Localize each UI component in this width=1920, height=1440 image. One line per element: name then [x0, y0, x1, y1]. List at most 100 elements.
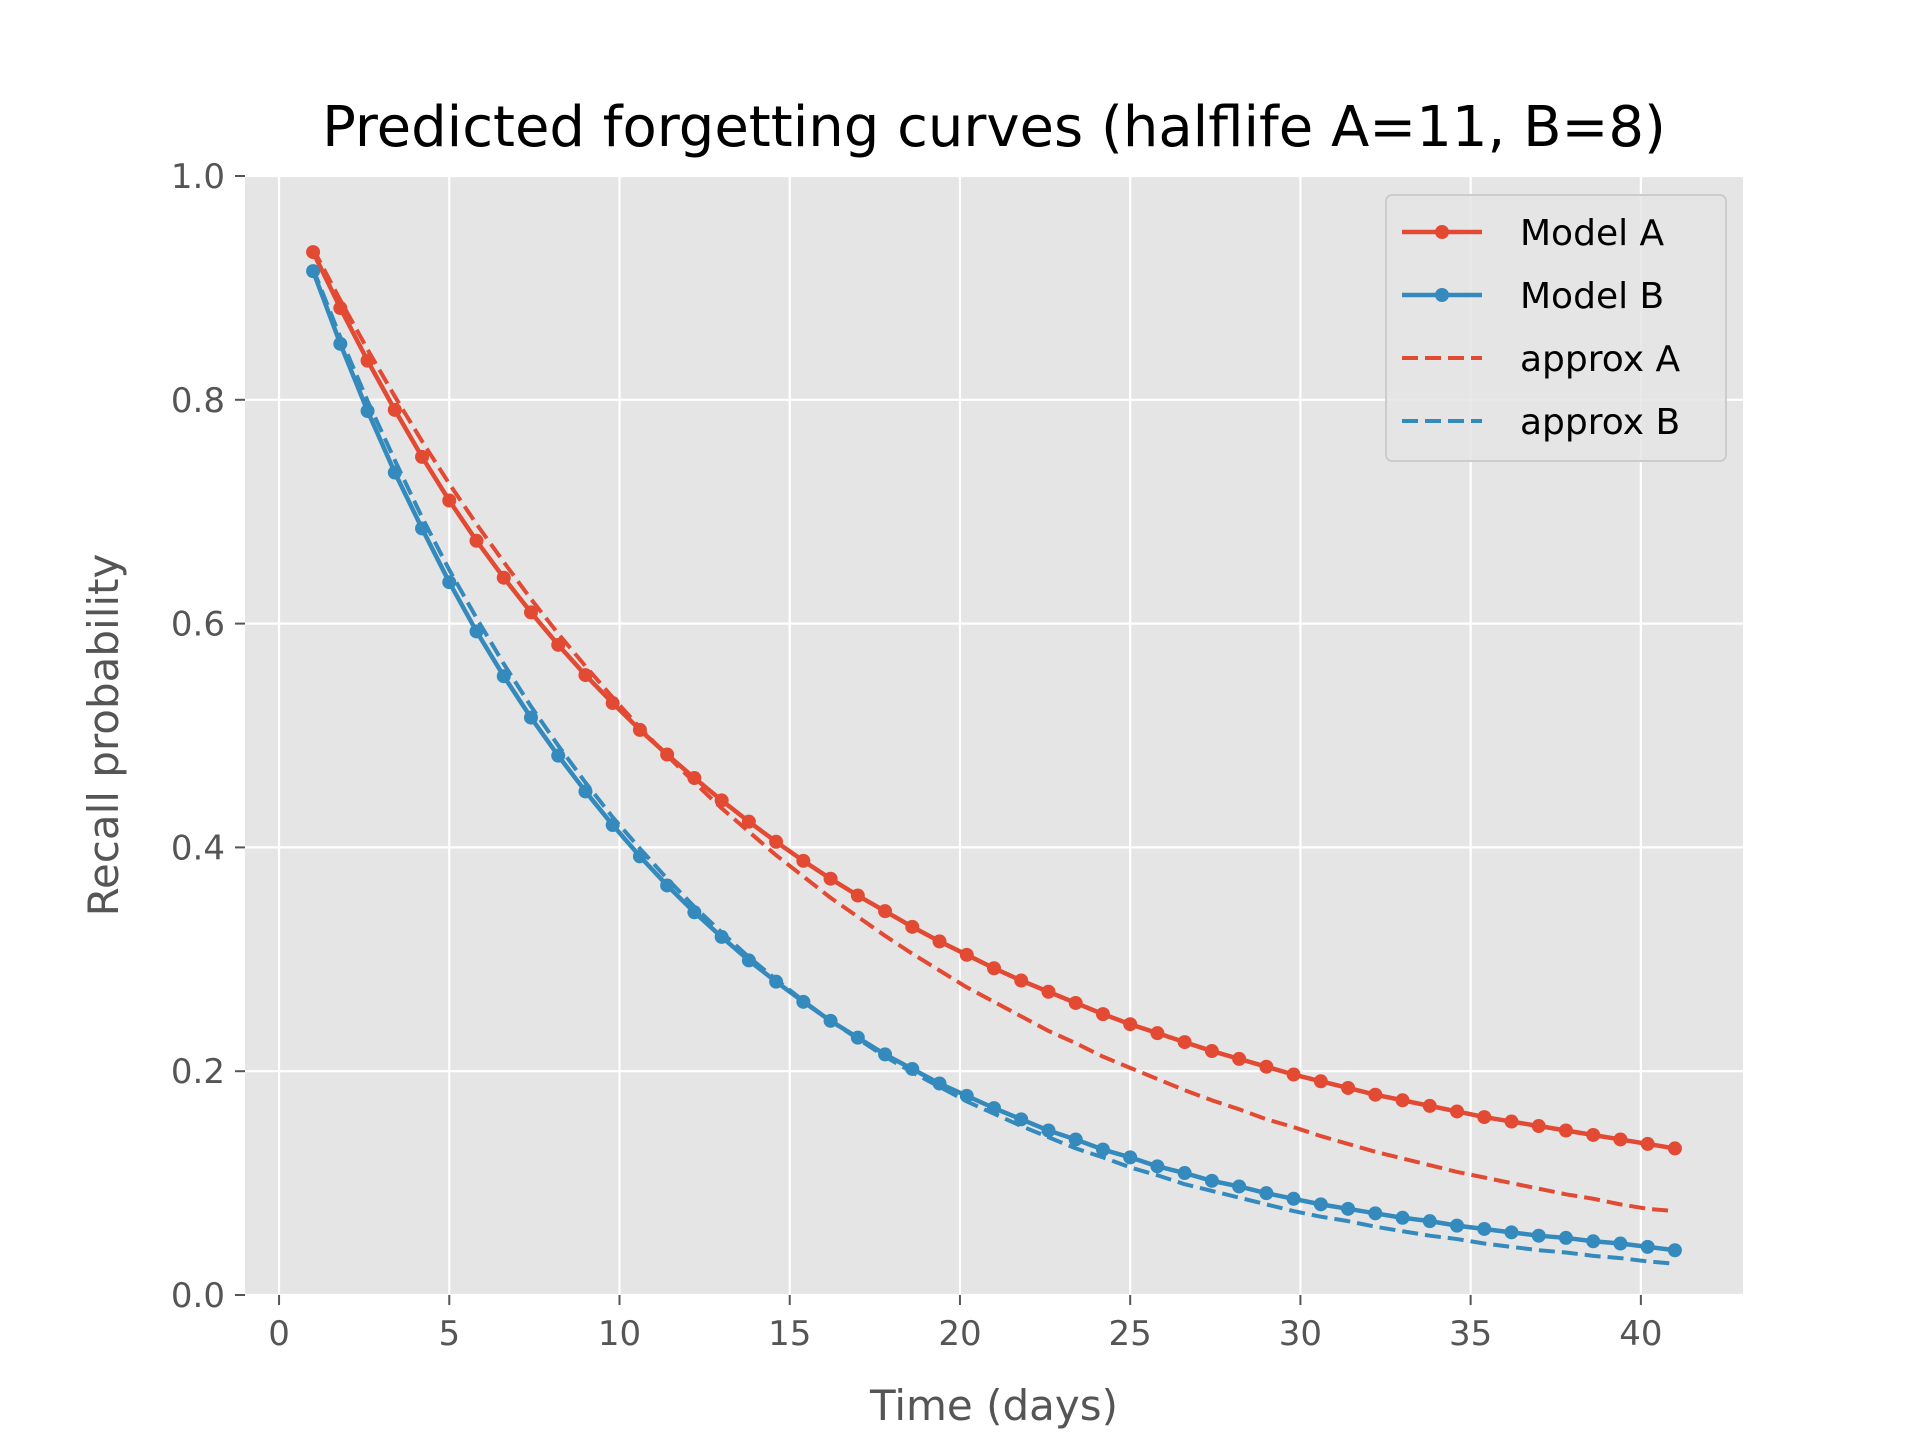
data-point-model-b: [741, 953, 756, 968]
data-point-model-a: [932, 934, 947, 949]
data-point-model-a: [1640, 1136, 1655, 1151]
data-point-model-a: [1395, 1093, 1410, 1108]
y-tick-label: 0.4: [171, 828, 225, 868]
y-tick-label: 0.6: [171, 605, 225, 645]
data-point-model-a: [1450, 1104, 1465, 1119]
data-point-model-b: [1341, 1201, 1356, 1216]
series-model-a: [306, 245, 1682, 1156]
y-axis-label: Recall probability: [79, 554, 128, 917]
data-point-model-b: [1395, 1210, 1410, 1225]
legend-label-model-a: Model A: [1520, 213, 1665, 254]
data-point-model-a: [1531, 1119, 1546, 1134]
data-point-model-b: [1422, 1214, 1437, 1229]
data-point-model-a: [850, 888, 865, 903]
data-point-model-b: [1667, 1243, 1682, 1258]
data-point-model-b: [1477, 1221, 1492, 1236]
x-tick-label: 20: [938, 1314, 981, 1354]
data-point-model-a: [1259, 1059, 1274, 1074]
series-line-approx-b: [311, 268, 1676, 1266]
data-point-model-a: [1041, 984, 1056, 999]
data-point-model-a: [769, 834, 784, 849]
series-approx-b: [311, 268, 1676, 1266]
data-point-model-a: [1204, 1044, 1219, 1059]
data-point-model-b: [959, 1088, 974, 1103]
data-point-model-a: [1068, 995, 1083, 1010]
y-tick-label: 1.0: [171, 157, 225, 197]
data-point-model-b: [1586, 1234, 1601, 1249]
legend-item-model-a: Model A: [1402, 213, 1665, 254]
data-point-model-a: [1368, 1087, 1383, 1102]
x-tick-label: 30: [1279, 1314, 1322, 1354]
data-point-model-a: [1504, 1114, 1519, 1129]
data-point-model-b: [442, 575, 457, 590]
data-point-model-b: [1041, 1123, 1056, 1138]
data-point-model-b: [1613, 1236, 1628, 1251]
x-tick-label: 0: [268, 1314, 290, 1354]
x-tick-label: 10: [598, 1314, 641, 1354]
legend-label-approx-a: approx A: [1520, 339, 1680, 380]
data-point-model-b: [1368, 1206, 1383, 1221]
data-point-model-b: [1531, 1228, 1546, 1243]
data-point-model-b: [1259, 1186, 1274, 1201]
data-point-model-a: [1313, 1074, 1328, 1089]
chart-title: Predicted forgetting curves (halflife A=…: [322, 95, 1666, 160]
x-tick-label: 15: [768, 1314, 811, 1354]
data-point-model-b: [1123, 1150, 1138, 1165]
data-point-model-a: [523, 605, 538, 620]
data-point-model-a: [905, 919, 920, 934]
data-point-model-b: [1150, 1159, 1165, 1174]
data-point-model-a: [959, 947, 974, 962]
x-tick-label: 35: [1449, 1314, 1492, 1354]
data-point-model-b: [1232, 1179, 1247, 1194]
x-axis-label: Time (days): [869, 1381, 1118, 1430]
data-point-model-a: [1613, 1132, 1628, 1147]
data-point-model-b: [1640, 1239, 1655, 1254]
data-point-model-b: [1450, 1218, 1465, 1233]
legend-box: [1385, 194, 1727, 462]
data-point-model-a: [1123, 1017, 1138, 1032]
data-point-model-b: [1204, 1173, 1219, 1188]
data-point-model-a: [1341, 1080, 1356, 1095]
data-point-model-a: [1422, 1098, 1437, 1113]
axis-ticks: 0 5 10 15 20 25 30 35 40 0.0 0.2 0.4 0.6 0.8 1.0: [171, 157, 1663, 1354]
series-layer: [306, 245, 1682, 1266]
data-point-model-b: [1558, 1230, 1573, 1245]
data-point-model-a: [1232, 1051, 1247, 1066]
legend-item-approx-b: approx B: [1402, 402, 1680, 443]
legend-item-model-b: Model B: [1402, 276, 1664, 317]
series-approx-a: [311, 247, 1676, 1214]
data-point-model-b: [1313, 1197, 1328, 1212]
data-point-model-a: [551, 637, 566, 652]
data-point-model-a: [1477, 1110, 1492, 1125]
data-point-model-a: [1095, 1007, 1110, 1022]
x-tick-label: 40: [1619, 1314, 1662, 1354]
data-point-model-a: [796, 853, 811, 868]
data-point-model-a: [823, 871, 838, 886]
data-point-model-b: [1286, 1191, 1301, 1206]
legend: Model A Model B approx A approx B: [1385, 194, 1727, 462]
data-point-model-b: [1068, 1132, 1083, 1147]
data-point-model-a: [415, 449, 430, 464]
legend-marker-model-a: [1435, 225, 1449, 239]
data-point-model-a: [442, 493, 457, 508]
data-point-model-a: [387, 402, 402, 417]
data-point-model-a: [1286, 1067, 1301, 1082]
data-point-model-a: [333, 301, 348, 316]
legend-label-approx-b: approx B: [1520, 402, 1680, 443]
data-point-model-a: [1177, 1035, 1192, 1050]
data-point-model-a: [496, 570, 511, 585]
data-point-model-a: [1558, 1123, 1573, 1138]
data-point-model-b: [687, 905, 702, 920]
data-point-model-b: [1095, 1142, 1110, 1157]
y-tick-label: 0.8: [171, 381, 225, 421]
x-tick-label: 5: [438, 1314, 460, 1354]
data-point-model-a: [741, 814, 756, 829]
data-point-model-b: [469, 624, 484, 639]
legend-item-approx-a: approx A: [1402, 339, 1680, 380]
data-point-model-a: [578, 668, 593, 683]
legend-label-model-b: Model B: [1520, 276, 1664, 317]
x-tick-label: 25: [1109, 1314, 1152, 1354]
data-point-model-a: [1586, 1127, 1601, 1142]
data-point-model-a: [878, 904, 893, 919]
